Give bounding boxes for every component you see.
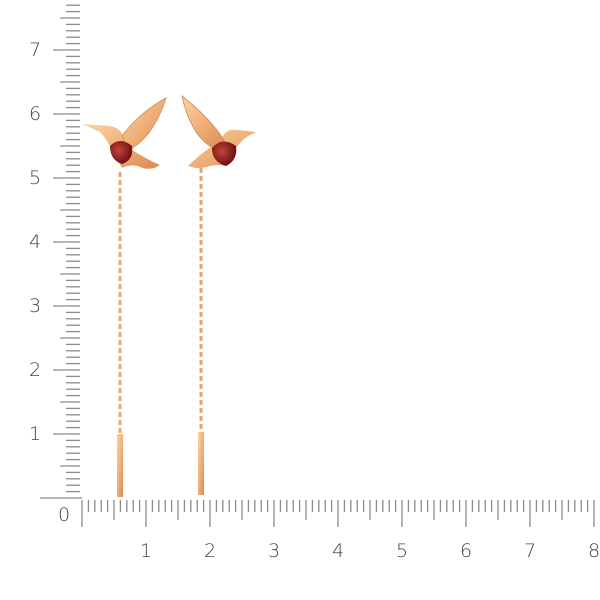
left-earring [82,97,167,497]
y-axis-label: 7 [28,39,42,61]
y-axis-label: 2 [28,359,42,381]
right-earring [181,95,256,495]
y-axis-label: 5 [28,167,42,189]
y-axis-label: 1 [28,423,42,445]
x-axis-label: 1 [139,540,153,562]
x-axis-label: 7 [523,540,537,562]
x-axis-label: 2 [203,540,217,562]
x-axis-label: 8 [587,540,600,562]
x-axis-label: 4 [331,540,345,562]
x-axis-label: 3 [267,540,281,562]
x-axis-label: 6 [459,540,473,562]
y-axis-label: 6 [28,103,42,125]
ruler-origin-label: 0 [57,504,71,526]
x-axis-label: 5 [395,540,409,562]
y-axis-label: 4 [28,231,42,253]
y-axis-label: 3 [28,295,42,317]
left-garnet [110,141,133,164]
right-garnet [212,141,237,166]
